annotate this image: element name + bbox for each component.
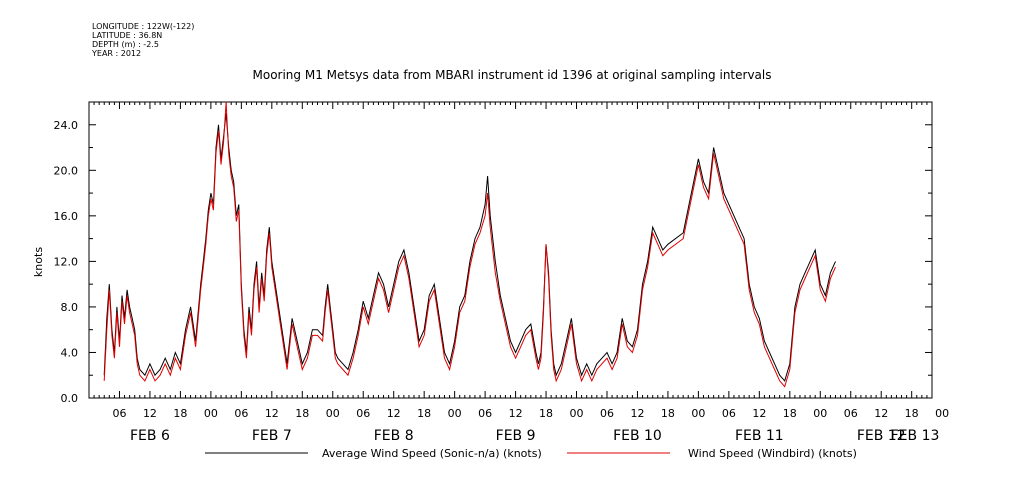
x-tick-label: 12 (143, 407, 157, 420)
x-tick-label: 00 (570, 407, 584, 420)
y-tick-label: 12.0 (54, 255, 79, 268)
axis-ticks (88, 101, 933, 399)
day-label: FEB 12 (857, 428, 906, 444)
x-tick-label: 18 (905, 407, 919, 420)
y-tick-labels: 0.0 4.0 8.0 12.0 16.0 20.0 24.0 (54, 119, 79, 405)
x-tick-label: 12 (265, 407, 279, 420)
year-label: YEAR : 2012 (91, 49, 141, 58)
x-tick-label: 06 (234, 407, 248, 420)
y-tick-label: 0.0 (61, 392, 79, 405)
x-tick-label: 18 (661, 407, 675, 420)
x-tick-label: 12 (630, 407, 644, 420)
legend-label-windbird: Wind Speed (Windbird) (knots) (688, 447, 857, 460)
y-tick-label: 16.0 (54, 210, 79, 223)
y-tick-label: 24.0 (54, 119, 79, 132)
chart-title: Mooring M1 Metsys data from MBARI instru… (253, 68, 772, 82)
day-label: FEB 11 (735, 428, 784, 444)
plot-frame (88, 101, 933, 399)
day-label: FEB 9 (496, 428, 536, 444)
x-tick-label: 00 (813, 407, 827, 420)
series-lines (103, 101, 836, 388)
x-tick-label: 00 (935, 407, 949, 420)
x-tick-label: 12 (509, 407, 523, 420)
day-label: FEB 13 (891, 428, 940, 444)
y-tick-label: 8.0 (61, 301, 79, 314)
x-tick-label: 18 (783, 407, 797, 420)
x-tick-label: 06 (722, 407, 736, 420)
day-label: FEB 8 (374, 428, 414, 444)
x-tick-label: 18 (295, 407, 309, 420)
latitude-label: LATITUDE : 36.8N (92, 31, 162, 40)
depth-label: DEPTH (m) : -2.5 (92, 40, 159, 49)
x-tick-label: 06 (356, 407, 370, 420)
x-tick-label: 06 (844, 407, 858, 420)
x-tick-label: 12 (874, 407, 888, 420)
day-label: FEB 10 (613, 428, 662, 444)
longitude-label: LONGITUDE : 122W(-122) (92, 22, 194, 31)
x-tick-label: 12 (387, 407, 401, 420)
x-tick-label: 12 (752, 407, 766, 420)
y-axis-label: knots (32, 247, 45, 277)
series-line-avg-wind-speed (103, 113, 836, 382)
x-tick-label: 18 (417, 407, 431, 420)
day-label: FEB 6 (130, 428, 170, 444)
legend-label-avg: Average Wind Speed (Sonic-n/a) (knots) (322, 447, 542, 460)
y-tick-label: 4.0 (61, 346, 79, 359)
x-tick-label: 06 (600, 407, 614, 420)
series-line-windbird (103, 101, 836, 388)
x-tick-label: 18 (539, 407, 553, 420)
x-tick-label: 00 (448, 407, 462, 420)
x-tick-label: 00 (326, 407, 340, 420)
x-tick-label: 06 (112, 407, 126, 420)
x-tick-label: 06 (478, 407, 492, 420)
x-tick-label: 00 (691, 407, 705, 420)
x-tick-label: 18 (173, 407, 187, 420)
legend: Average Wind Speed (Sonic-n/a) (knots) W… (205, 447, 857, 460)
x-tick-labels: 06 12 18 00 06 12 18 00 06 12 18 00 06 12 18 00 06 12 18 00… (112, 407, 949, 420)
day-label: FEB 7 (252, 428, 292, 444)
day-labels: FEB 6 FEB 7 FEB 8 FEB 9 FEB 10 FEB 11 FEB 12FE… (130, 428, 939, 444)
x-tick-label: 00 (204, 407, 218, 420)
y-tick-label: 20.0 (54, 164, 79, 177)
